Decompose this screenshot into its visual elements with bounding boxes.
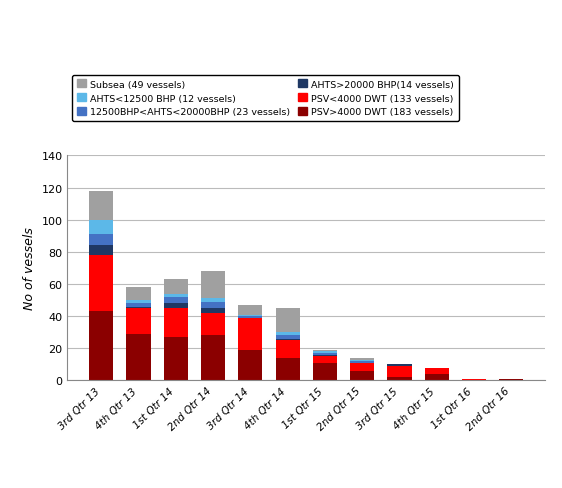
Bar [275, 341, 300, 358]
Y-axis label: No of vessels: No of vessels [23, 227, 36, 310]
Bar [313, 353, 337, 355]
Bar [313, 363, 337, 381]
Bar [89, 312, 114, 381]
Bar [126, 301, 151, 304]
Bar [164, 294, 188, 297]
Bar [201, 336, 225, 381]
Bar [126, 307, 151, 308]
Bar [275, 332, 300, 336]
Bar [126, 287, 151, 301]
Bar [350, 358, 374, 360]
Bar [313, 350, 337, 352]
Bar [238, 317, 262, 318]
Bar [89, 220, 114, 235]
Bar [462, 379, 486, 381]
Bar [387, 365, 411, 366]
Bar [313, 357, 337, 363]
Bar [201, 302, 225, 308]
Bar [238, 318, 262, 350]
Bar [275, 339, 300, 341]
Bar [238, 315, 262, 317]
Bar [275, 308, 300, 332]
Bar [89, 235, 114, 246]
Bar [313, 355, 337, 357]
Bar [201, 272, 225, 299]
Bar [350, 363, 374, 371]
Bar [164, 304, 188, 308]
Bar [238, 350, 262, 381]
Bar [387, 366, 411, 377]
Bar [499, 379, 523, 381]
Bar [350, 371, 374, 381]
Bar [350, 362, 374, 363]
Bar [164, 337, 188, 381]
Bar [126, 334, 151, 381]
Bar [164, 297, 188, 304]
Bar [387, 377, 411, 381]
Bar [89, 256, 114, 312]
Bar [275, 336, 300, 339]
Bar [164, 280, 188, 294]
Bar [350, 360, 374, 362]
Bar [313, 352, 337, 353]
Bar [201, 313, 225, 336]
Bar [425, 374, 449, 381]
Bar [425, 368, 449, 374]
Bar [238, 305, 262, 315]
Bar [201, 299, 225, 302]
Legend: Subsea (49 vessels), AHTS<12500 BHP (12 vessels), 12500BHP<AHTS<20000BHP (23 ves: Subsea (49 vessels), AHTS<12500 BHP (12 … [72, 76, 459, 122]
Bar [89, 246, 114, 256]
Bar [126, 304, 151, 307]
Bar [89, 191, 114, 220]
Bar [201, 308, 225, 313]
Bar [126, 308, 151, 334]
Bar [275, 358, 300, 381]
Bar [164, 308, 188, 337]
